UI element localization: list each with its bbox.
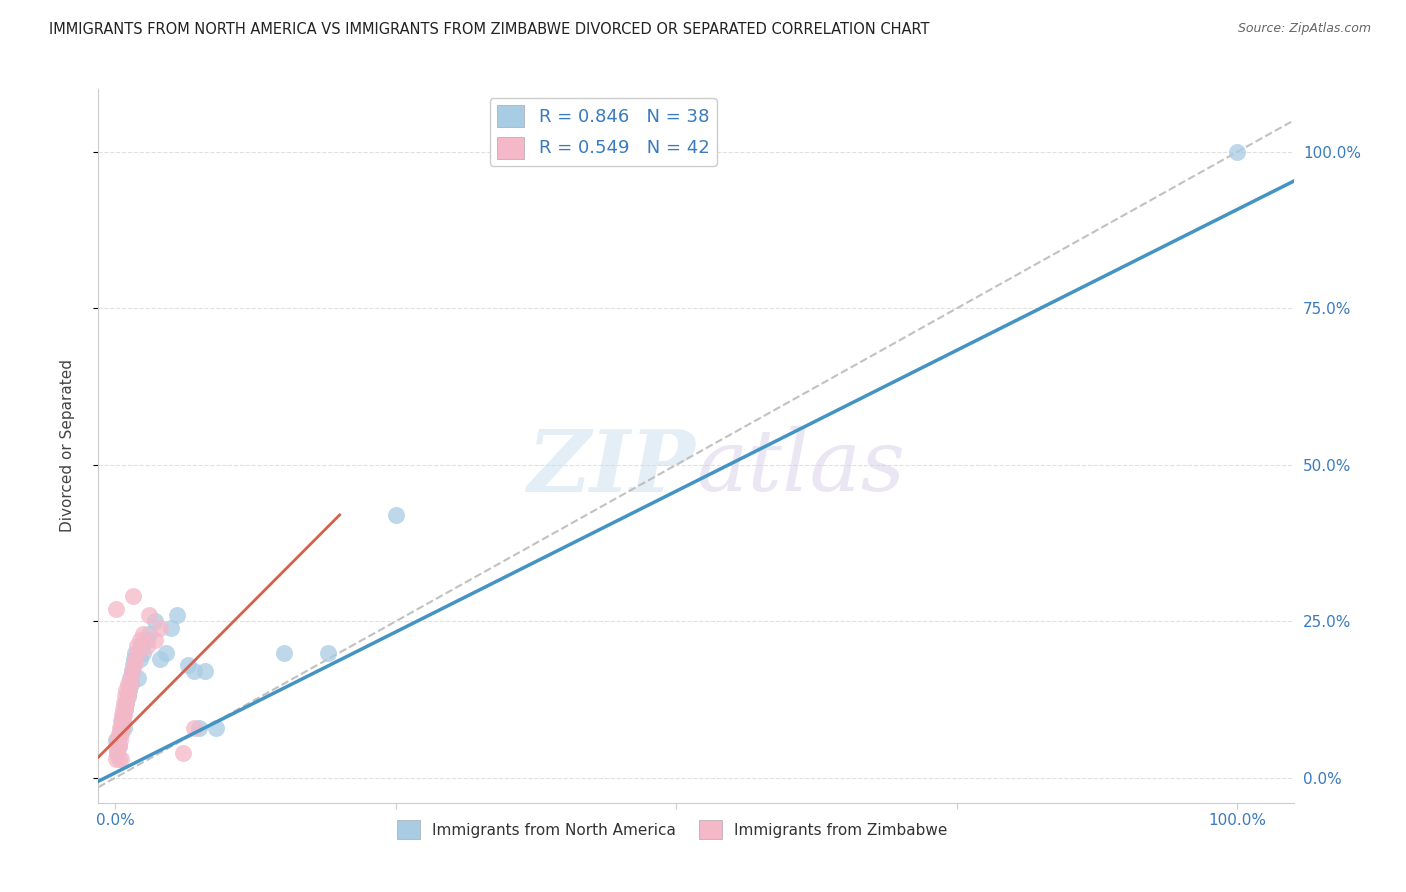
Point [318, 646, 340, 660]
Point [177, 658, 200, 673]
Point [183, 721, 205, 735]
Point [120, 671, 142, 685]
Point [105, 739, 128, 754]
Point [132, 627, 155, 641]
Point [118, 683, 141, 698]
Point [135, 633, 157, 648]
Point [129, 633, 152, 648]
Text: ZIP: ZIP [529, 425, 696, 509]
Point [110, 714, 132, 729]
Text: atlas: atlas [696, 426, 905, 508]
Point [112, 708, 135, 723]
Point [127, 671, 149, 685]
Point [112, 714, 135, 729]
Point [108, 733, 131, 747]
Point [188, 721, 211, 735]
Point [112, 708, 135, 723]
Point [138, 607, 160, 622]
Point [143, 614, 166, 628]
Point [107, 739, 129, 754]
Point [127, 646, 149, 660]
Point [143, 633, 166, 648]
Point [118, 671, 141, 685]
Point [121, 665, 143, 679]
Point [107, 727, 129, 741]
Point [110, 727, 132, 741]
Legend: Immigrants from North America, Immigrants from Zimbabwe: Immigrants from North America, Immigrant… [391, 814, 953, 845]
Point [132, 646, 155, 660]
Point [122, 589, 145, 603]
Text: IMMIGRANTS FROM NORTH AMERICA VS IMMIGRANTS FROM ZIMBABWE DIVORCED OR SEPARATED : IMMIGRANTS FROM NORTH AMERICA VS IMMIGRA… [49, 22, 929, 37]
Point [155, 646, 177, 660]
Point [105, 752, 128, 766]
Point [111, 714, 134, 729]
Point [117, 677, 139, 691]
Point [160, 621, 183, 635]
Point [183, 665, 205, 679]
Point [118, 677, 141, 691]
Point [110, 721, 132, 735]
Point [105, 733, 128, 747]
Point [107, 733, 129, 747]
Point [120, 677, 142, 691]
Point [107, 739, 129, 754]
Point [124, 652, 146, 666]
Point [111, 708, 134, 723]
Point [138, 627, 160, 641]
Point [107, 746, 129, 760]
Y-axis label: Divorced or Separated: Divorced or Separated [60, 359, 75, 533]
Point [114, 702, 136, 716]
Point [110, 752, 132, 766]
Point [124, 658, 146, 673]
Point [112, 721, 135, 735]
Point [115, 696, 138, 710]
Point [108, 727, 131, 741]
Point [205, 721, 228, 735]
Point [166, 607, 188, 622]
Point [125, 640, 148, 654]
Point [1226, 145, 1249, 159]
Point [108, 721, 131, 735]
Point [122, 658, 145, 673]
Point [112, 702, 135, 716]
Point [135, 640, 157, 654]
Point [149, 652, 172, 666]
Text: Source: ZipAtlas.com: Source: ZipAtlas.com [1237, 22, 1371, 36]
Point [149, 621, 172, 635]
Point [105, 601, 128, 615]
Point [124, 646, 146, 660]
Point [124, 652, 146, 666]
Point [172, 746, 194, 760]
Point [112, 696, 135, 710]
Point [129, 640, 152, 654]
Point [117, 690, 139, 704]
Point [129, 652, 152, 666]
Point [194, 665, 217, 679]
Point [114, 690, 136, 704]
Point [118, 683, 141, 698]
Point [273, 646, 295, 660]
Point [115, 683, 138, 698]
Point [385, 508, 408, 522]
Point [111, 721, 134, 735]
Point [121, 665, 143, 679]
Point [114, 702, 136, 716]
Point [115, 696, 138, 710]
Point [107, 752, 129, 766]
Point [107, 746, 129, 760]
Point [117, 690, 139, 704]
